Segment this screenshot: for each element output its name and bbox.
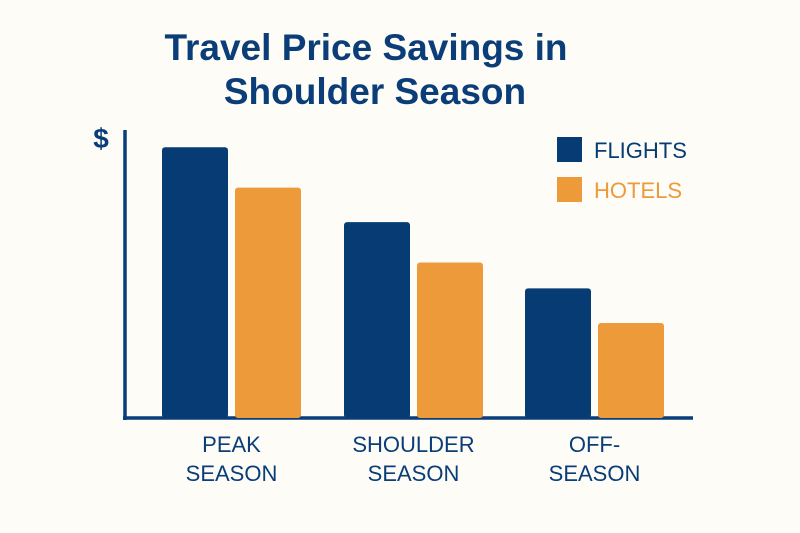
bar-flights-0 [162, 147, 228, 418]
bar-hotels-2 [598, 322, 664, 418]
y-axis-label: $ [93, 123, 109, 154]
chart-title-line-2: Shoulder Season [224, 71, 526, 112]
legend-label-hotels: HOTELS [594, 178, 682, 203]
x-tick-label: PEAK [202, 432, 261, 457]
bar-flights-2 [525, 288, 591, 418]
legend-swatch-hotels [557, 177, 582, 202]
chart-title-line-1: Travel Price Savings in [164, 27, 567, 68]
bar-hotels-0 [235, 187, 301, 418]
x-tick-label: SEASON [368, 461, 460, 486]
legend-swatch-flights [557, 137, 582, 162]
x-tick-label: SHOULDER [352, 432, 474, 457]
legend-label-flights: FLIGHTS [594, 138, 687, 163]
bar-hotels-1 [417, 262, 483, 418]
x-tick-label: OFF- [569, 432, 620, 457]
x-tick-label: SEASON [549, 461, 641, 486]
bar-flights-1 [344, 222, 410, 418]
x-tick-label: SEASON [186, 461, 278, 486]
